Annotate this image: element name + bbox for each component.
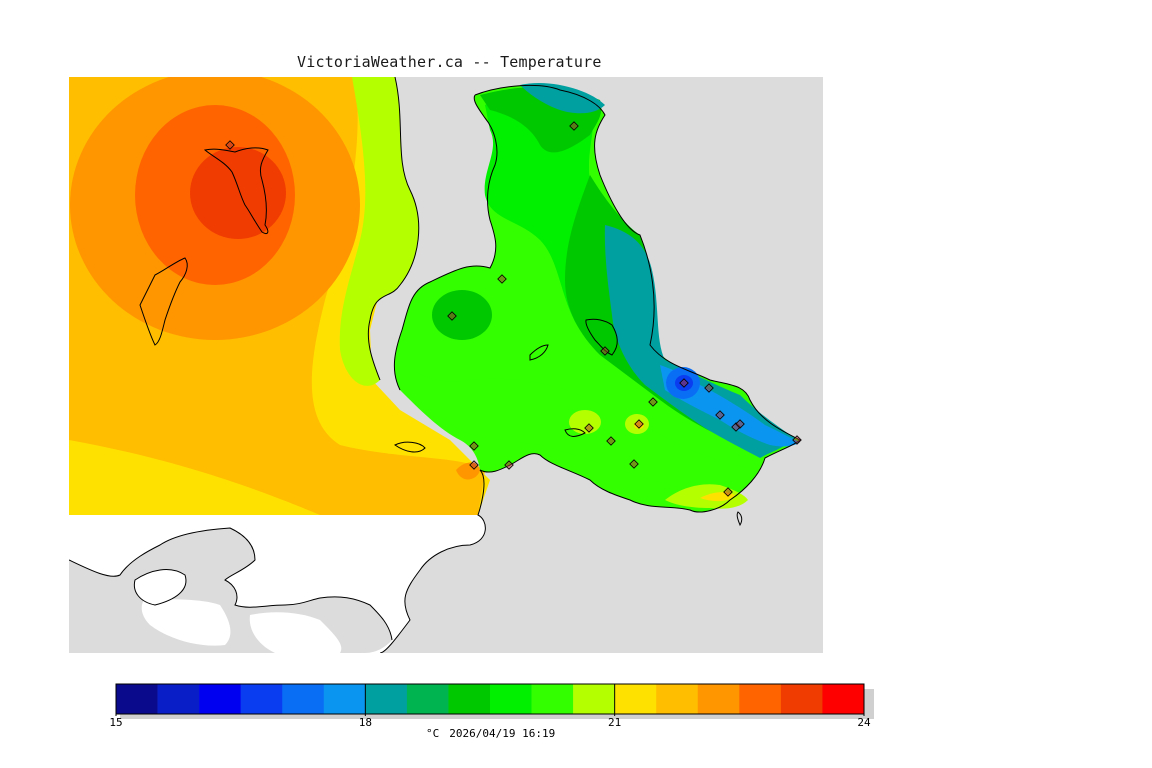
colorbar-bin bbox=[448, 684, 491, 714]
station-marker[interactable] bbox=[679, 378, 689, 388]
station-marker[interactable] bbox=[469, 460, 479, 470]
colorbar-bin bbox=[822, 684, 865, 714]
coastlines bbox=[69, 77, 801, 653]
colorbar-bin bbox=[531, 684, 574, 714]
station-marker[interactable] bbox=[600, 346, 610, 356]
station-marker[interactable] bbox=[723, 487, 733, 497]
station-marker[interactable] bbox=[629, 459, 639, 469]
unit-label: °C bbox=[426, 727, 440, 740]
station-marker[interactable] bbox=[792, 435, 802, 445]
colorbar-bin bbox=[240, 684, 283, 714]
colorbar-bin bbox=[739, 684, 782, 714]
colorbar-bin bbox=[406, 684, 449, 714]
colorbar-bin bbox=[282, 684, 325, 714]
station-marker[interactable] bbox=[704, 383, 714, 393]
station-marker[interactable] bbox=[497, 274, 507, 284]
colorbar-tick-label: 24 bbox=[857, 716, 871, 729]
map-footer: °C 2026/04/19 16:19 bbox=[426, 727, 565, 740]
colorbar-bin bbox=[573, 684, 615, 714]
colorbar-bin bbox=[490, 684, 532, 714]
colorbar bbox=[115, 683, 865, 716]
station-marker[interactable] bbox=[569, 121, 579, 131]
station-marker[interactable] bbox=[648, 397, 658, 407]
colorbar-bin bbox=[780, 684, 823, 714]
station-marker[interactable] bbox=[715, 410, 725, 420]
colorbar-bin bbox=[697, 684, 740, 714]
colorbar-bin bbox=[656, 684, 699, 714]
station-markers bbox=[225, 121, 802, 497]
colorbar-bin bbox=[116, 684, 158, 714]
map-title: VictoriaWeather.ca -- Temperature bbox=[297, 53, 602, 71]
colorbar-bin bbox=[157, 684, 200, 714]
station-marker[interactable] bbox=[735, 419, 745, 429]
station-marker[interactable] bbox=[634, 419, 644, 429]
station-marker[interactable] bbox=[504, 460, 514, 470]
colorbar-bin bbox=[614, 684, 657, 714]
station-marker[interactable] bbox=[225, 140, 235, 150]
station-marker[interactable] bbox=[469, 441, 479, 451]
colorbar-tick-label: 15 bbox=[109, 716, 123, 729]
coastal-strip bbox=[339, 77, 419, 386]
colorbar-tick-label: 21 bbox=[608, 716, 622, 729]
station-marker[interactable] bbox=[584, 423, 594, 433]
station-marker[interactable] bbox=[447, 311, 457, 321]
colorbar-bin bbox=[323, 684, 366, 714]
colorbar-bin bbox=[365, 684, 408, 714]
station-marker[interactable] bbox=[606, 436, 616, 446]
colorbar-tick-label: 18 bbox=[358, 716, 372, 729]
timestamp: 2026/04/19 16:19 bbox=[449, 727, 556, 740]
colorbar-bin bbox=[199, 684, 241, 714]
